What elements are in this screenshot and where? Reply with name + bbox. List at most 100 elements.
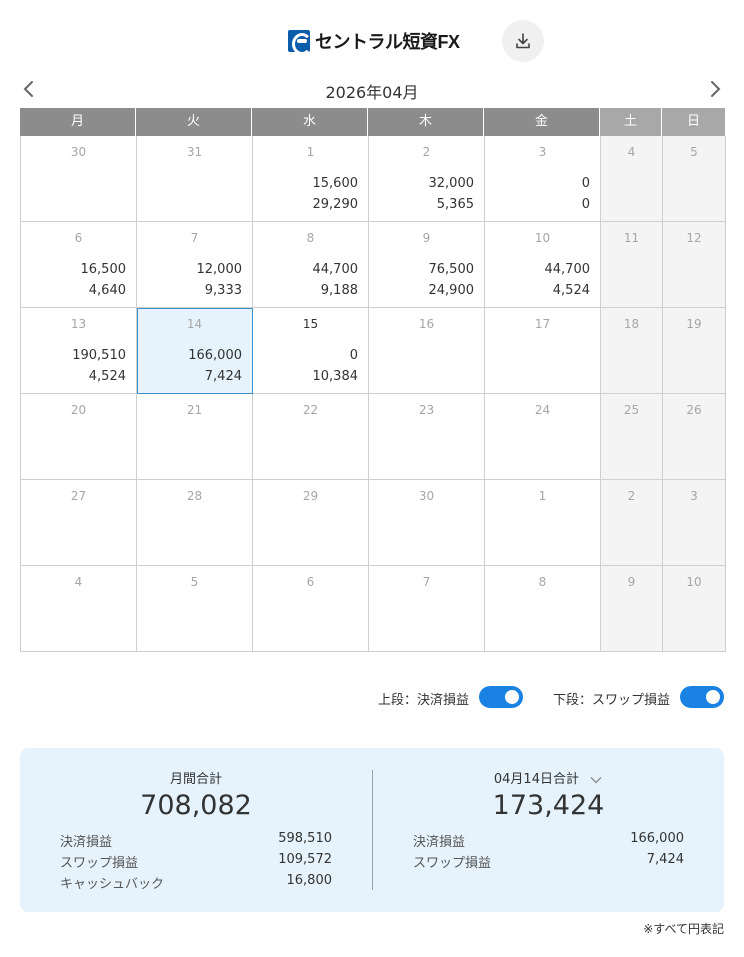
calendar-day-cell[interactable]: 20	[21, 394, 137, 480]
calendar-day-cell[interactable]: 11	[601, 222, 663, 308]
day-number: 9	[422, 231, 431, 245]
day-number: 4	[627, 145, 636, 159]
weekday-thu: 木	[368, 108, 484, 136]
calendar-day-cell[interactable]: 30	[21, 136, 137, 222]
swap-pnl: 4,640	[88, 283, 126, 298]
daily-row-value: 166,000	[630, 831, 684, 846]
prev-month-button[interactable]	[20, 79, 38, 99]
calendar-day-cell[interactable]: 2	[601, 480, 663, 566]
day-number: 2	[627, 489, 636, 503]
calendar-day-cell[interactable]: 18	[601, 308, 663, 394]
day-number: 4	[74, 575, 83, 589]
daily-row-label: 決済損益	[413, 835, 466, 850]
day-number: 31	[186, 145, 203, 159]
calendar-day-cell[interactable]: 3	[663, 480, 726, 566]
day-number: 30	[70, 145, 87, 159]
calendar-day-cell[interactable]: 6	[253, 566, 369, 652]
calendar-day-cell[interactable]: 24	[485, 394, 601, 480]
day-number: 10	[686, 575, 702, 589]
monthly-row-label: スワップ損益	[60, 856, 139, 871]
day-number: 21	[186, 403, 203, 417]
swap-pnl: 7,424	[204, 369, 242, 384]
calendar-day-cell[interactable]: 15 0 10,384	[253, 308, 369, 394]
calendar-day-cell[interactable]: 4	[601, 136, 663, 222]
calendar-day-cell[interactable]: 28	[137, 480, 253, 566]
day-number: 3	[538, 145, 547, 159]
day-number: 7	[190, 231, 199, 245]
calendar-day-cell[interactable]: 7	[369, 566, 485, 652]
calendar-day-cell[interactable]: 21	[137, 394, 253, 480]
monthly-total: 708,082	[140, 790, 252, 821]
calendar-day-cell[interactable]: 19	[663, 308, 726, 394]
download-button[interactable]	[502, 20, 544, 62]
app-header: セントラル短資FX	[0, 20, 744, 62]
swap-pnl: 29,290	[312, 197, 359, 212]
day-number: 13	[70, 317, 87, 331]
monthly-title: 月間合計	[169, 772, 222, 787]
logo-text: セントラル短資FX	[315, 32, 460, 52]
calendar-day-cell[interactable]: 8 44,700 9,188	[253, 222, 369, 308]
calendar-day-cell[interactable]: 1	[485, 480, 601, 566]
monthly-row-value: 16,800	[286, 873, 333, 888]
settlement-pnl: 166,000	[188, 348, 242, 363]
calendar-day-cell[interactable]: 7 12,000 9,333	[137, 222, 253, 308]
calendar-grid: 30 31 1 15,600 29,290 2 32,000 5,365 3 0 0 4 5 6 16,50…	[20, 136, 726, 652]
brand-logo: セントラル短資FX	[288, 28, 460, 54]
calendar-day-cell[interactable]: 14 166,000 7,424	[137, 308, 253, 394]
calendar-day-cell[interactable]: 4	[21, 566, 137, 652]
calendar-day-cell[interactable]: 12	[663, 222, 726, 308]
calendar-day-cell[interactable]: 5	[137, 566, 253, 652]
chevron-right-icon	[711, 81, 721, 97]
calendar-day-cell[interactable]: 3 0 0	[485, 136, 601, 222]
calendar-day-cell[interactable]: 16	[369, 308, 485, 394]
calendar-day-cell[interactable]: 27	[21, 480, 137, 566]
calendar-day-cell[interactable]: 13 190,510 4,524	[21, 308, 137, 394]
lower-toggle-switch[interactable]	[680, 686, 724, 708]
settlement-pnl: 44,700	[312, 262, 359, 277]
daily-total-selector[interactable]: 04月14日合計	[373, 768, 724, 787]
day-number: 5	[190, 575, 199, 589]
day-number: 26	[686, 403, 702, 417]
calendar-day-cell[interactable]: 5	[663, 136, 726, 222]
swap-pnl: 5,365	[436, 197, 474, 212]
calendar-day-cell[interactable]: 25	[601, 394, 663, 480]
calendar-day-cell[interactable]: 26	[663, 394, 726, 480]
calendar-day-cell[interactable]: 9 76,500 24,900	[369, 222, 485, 308]
calendar-day-cell[interactable]: 30	[369, 480, 485, 566]
calendar-day-cell[interactable]: 29	[253, 480, 369, 566]
weekday-sat: 土	[600, 108, 662, 136]
calendar-day-cell[interactable]: 2 32,000 5,365	[369, 136, 485, 222]
swap-pnl: 10,384	[312, 369, 359, 384]
swap-pnl: 9,333	[204, 283, 242, 298]
settlement-pnl: 16,500	[80, 262, 127, 277]
calendar-day-cell[interactable]: 10 44,700 4,524	[485, 222, 601, 308]
chevron-left-icon	[23, 81, 33, 97]
calendar-day-cell[interactable]: 17	[485, 308, 601, 394]
day-number: 1	[306, 145, 315, 159]
day-number: 20	[70, 403, 87, 417]
day-number: 9	[627, 575, 636, 589]
monthly-row-value: 598,510	[278, 831, 332, 846]
day-number: 7	[422, 575, 431, 589]
day-number: 3	[690, 489, 698, 503]
next-month-button[interactable]	[706, 79, 724, 99]
calendar-day-cell[interactable]: 6 16,500 4,640	[21, 222, 137, 308]
upper-toggle-label: 上段：決済損益	[378, 693, 470, 708]
swap-pnl: 0	[581, 197, 590, 212]
calendar-day-cell[interactable]: 9	[601, 566, 663, 652]
day-number: 10	[534, 231, 551, 245]
calendar-day-cell[interactable]: 1 15,600 29,290	[253, 136, 369, 222]
calendar-day-cell[interactable]: 31	[137, 136, 253, 222]
logo-icon	[288, 30, 310, 52]
calendar-day-cell[interactable]: 22	[253, 394, 369, 480]
settlement-pnl: 12,000	[196, 262, 243, 277]
summary-divider	[372, 770, 373, 890]
calendar-day-cell[interactable]: 8	[485, 566, 601, 652]
upper-toggle-switch[interactable]	[479, 686, 523, 708]
monthly-row-label: キャッシュバック	[60, 877, 165, 892]
monthly-row-label: 決済損益	[60, 835, 113, 850]
calendar-day-cell[interactable]: 10	[663, 566, 726, 652]
download-icon	[516, 33, 530, 49]
calendar-day-cell[interactable]: 23	[369, 394, 485, 480]
swap-pnl: 4,524	[552, 283, 590, 298]
